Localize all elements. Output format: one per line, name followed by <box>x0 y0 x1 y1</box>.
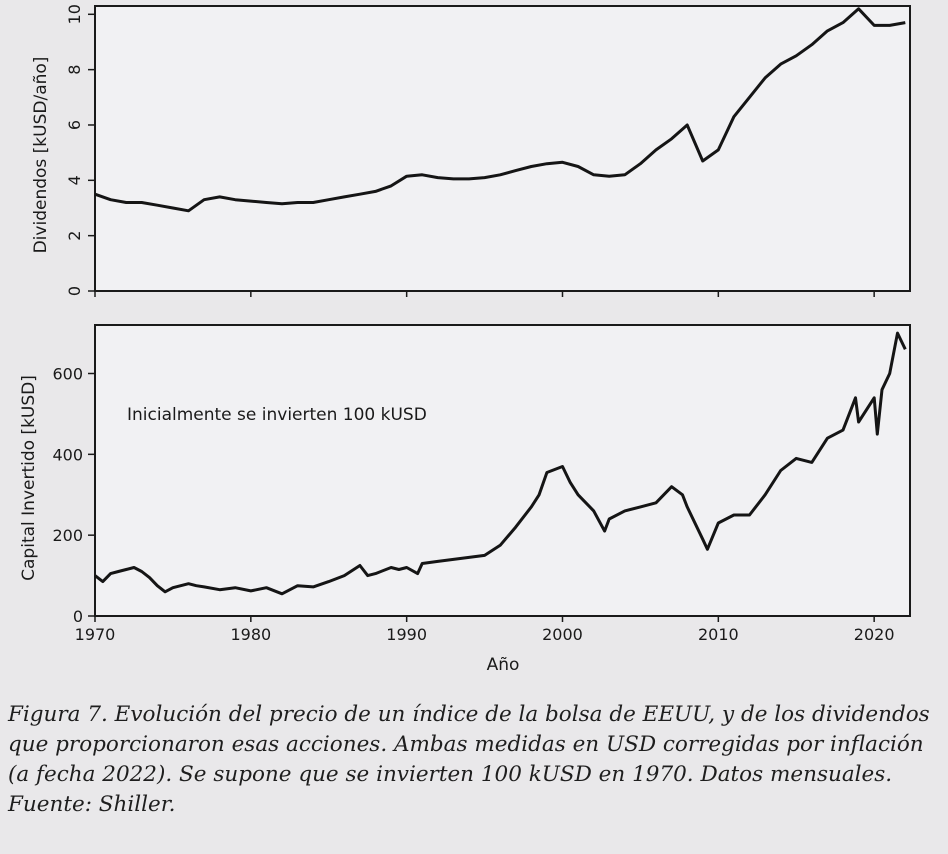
dividends-series-line <box>94 7 906 213</box>
capital-x-tick-label: 1980 <box>230 625 271 644</box>
dividends-y-tick-label: 8 <box>65 65 84 75</box>
dividends-y-axis-label: Dividendos [kUSD/año] <box>31 57 51 254</box>
dividends-y-axis: 0 2 4 6 8 10 <box>65 4 875 297</box>
dividends-y-tick-label: 4 <box>65 175 84 185</box>
capital-x-tick-label: 1990 <box>386 625 427 644</box>
dividends-y-tick-label: 6 <box>65 120 84 130</box>
dividends-y-tick-label: 0 <box>65 286 84 296</box>
figure-caption: Figura 7. Evolución del precio de un índ… <box>8 702 930 817</box>
dividends-panel: 0 2 4 6 8 10 Dividendos [kUSD/año] <box>31 4 911 297</box>
capital-y-tick-label: 0 <box>73 607 83 626</box>
capital-x-axis: 1970 1980 1990 2000 2010 2020 <box>75 616 895 644</box>
capital-plot-frame <box>94 324 911 617</box>
capital-y-axis: 0 200 400 600 <box>52 365 95 626</box>
capital-panel: 0 200 400 600 1970 1980 1990 2000 2010 2020 Inic… <box>19 324 911 675</box>
capital-x-tick-label: 2020 <box>854 625 895 644</box>
figure: 0 2 4 6 8 10 Dividendos [kUSD/año] 0 200 400 600… <box>19 4 911 675</box>
capital-y-tick-label: 200 <box>52 526 83 545</box>
capital-series-line <box>94 331 907 596</box>
capital-y-tick-label: 400 <box>52 445 83 464</box>
dividends-y-tick-label: 10 <box>65 4 84 24</box>
capital-x-tick-label: 2010 <box>698 625 739 644</box>
capital-x-tick-label: 2000 <box>542 625 583 644</box>
capital-x-tick-label: 1970 <box>75 625 116 644</box>
capital-annotation: Inicialmente se invierten 100 kUSD <box>127 405 427 425</box>
dividends-plot-frame <box>94 5 911 292</box>
capital-y-axis-label: Capital Invertido [kUSD] <box>19 375 39 581</box>
capital-x-axis-label: Año <box>487 655 520 675</box>
dividends-y-tick-label: 2 <box>65 231 84 241</box>
capital-y-tick-label: 600 <box>52 365 83 384</box>
